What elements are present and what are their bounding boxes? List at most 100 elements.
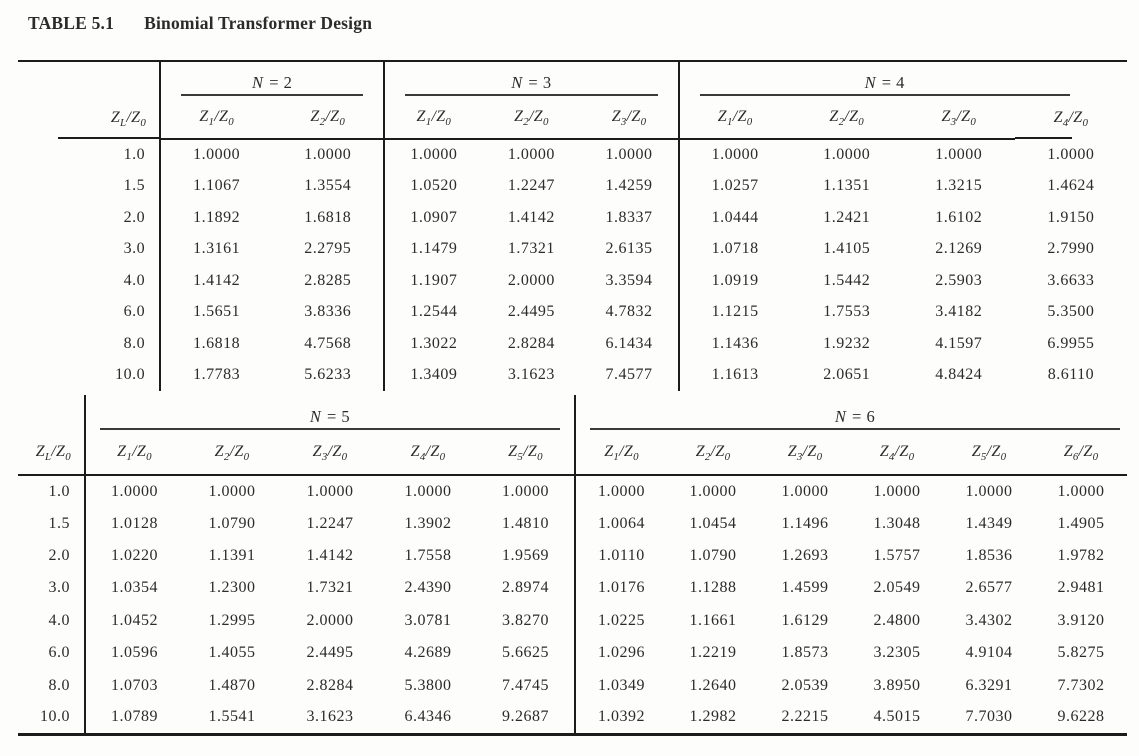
table-cell: 1.5651: [159, 296, 273, 328]
corner-cell: [18, 61, 160, 96]
table-cell: 3.0781: [404, 611, 452, 629]
table-cell: 1.0452: [84, 604, 183, 637]
table-cell: 1.2247: [507, 177, 555, 195]
table-cell: 1.0000: [383, 139, 483, 171]
table-cell: 1.4905: [1057, 514, 1105, 532]
row-header-value: 10.0: [40, 708, 70, 726]
table-cell: 1.0000: [965, 482, 1013, 500]
table-cell: 2.7990: [1047, 240, 1095, 258]
table-cell: 2.2215: [781, 708, 829, 726]
table-cell: 1.0703: [84, 669, 183, 702]
table-cell: 6.3291: [965, 676, 1013, 694]
row-header-value: 10.0: [115, 366, 146, 384]
table-cell: 1.0000: [84, 475, 183, 508]
table-cell: 2.6577: [965, 579, 1013, 597]
table-cell: 5.3500: [1047, 303, 1095, 321]
table-cell: 2.9481: [1057, 579, 1105, 597]
table-cell: 1.0520: [383, 170, 483, 202]
table-cell: 8.6110: [1047, 366, 1095, 384]
table-cell: 1.0000: [304, 146, 352, 164]
table-cell: 3.8336: [304, 303, 352, 321]
column-header: Z1/Z0: [159, 96, 273, 140]
table-cell: 1.2421: [823, 208, 871, 226]
table-cell: 1.4142: [507, 208, 555, 226]
column-header: Z4/Z0: [379, 430, 477, 476]
table-cell: 1.0354: [84, 572, 183, 605]
table-cell: 2.4390: [404, 579, 452, 597]
table-cell: 1.1067: [159, 170, 273, 202]
table-cell: 1.3161: [159, 233, 273, 265]
table-cell: 1.4870: [208, 676, 256, 694]
table-cell: 1.1661: [689, 611, 737, 629]
column-header: Z1/Z0: [383, 96, 483, 140]
table-cell: 1.5541: [208, 708, 256, 726]
table-cell: 3.1623: [507, 366, 555, 384]
table-cell: 1.9569: [502, 546, 549, 564]
column-header: Z3/Z0: [902, 96, 1015, 140]
table-cell: 4.1597: [935, 334, 983, 352]
table-cell: 1.0000: [507, 146, 555, 164]
table-cell: 1.3554: [304, 177, 352, 195]
column-header: Z2/Z0: [272, 96, 385, 140]
table-cell: 1.0257: [677, 170, 791, 202]
table-cell: 1.9782: [1057, 546, 1105, 564]
row-header-value: 8.0: [48, 676, 70, 694]
table-row: 1.0 1.0000 1.0000 1.0000 1.0000 1.0000 1.0000 1…: [18, 139, 1127, 171]
table-cell: 7.7302: [1057, 676, 1105, 694]
column-header: Z2/Z0: [667, 430, 760, 476]
row-header-value: 1.5: [123, 177, 146, 195]
column-header: Z2/Z0: [482, 96, 581, 140]
row-header-value: 4.0: [123, 271, 146, 289]
table-caption: Binomial Transformer Design: [144, 13, 373, 33]
table-cell: 1.0176: [574, 572, 668, 605]
table-cell: 4.5015: [873, 708, 921, 726]
table-cell: 1.4810: [502, 514, 549, 532]
row-header-value: 6.0: [123, 303, 146, 321]
table-cell: 4.8424: [935, 366, 983, 384]
group-header: N = 6: [574, 395, 1128, 430]
table-cell: 1.2300: [208, 579, 256, 597]
table-cell: 2.4495: [306, 644, 354, 662]
column-header: Z3/Z0: [580, 96, 679, 140]
column-header: Z4/Z0: [1014, 96, 1127, 139]
row-header-value: 4.0: [48, 611, 70, 629]
table-row: 4.0 1.4142 2.8285 1.1907 2.0000 3.3594 1.0919 1…: [18, 265, 1127, 297]
table-row: 6.0 1.5651 3.8336 1.2544 2.4495 4.7832 1.1215 1…: [18, 296, 1127, 328]
table-cell: 1.1391: [208, 546, 256, 564]
table-cell: 1.1907: [383, 265, 483, 297]
table-cell: 9.2687: [502, 708, 549, 726]
table-cell: 1.2219: [689, 644, 737, 662]
table-cell: 7.4745: [502, 676, 549, 694]
table-cell: 1.0220: [84, 539, 183, 573]
column-header: Z3/Z0: [759, 430, 852, 476]
row-header-value: 3.0: [123, 240, 146, 258]
table-cell: 1.2247: [306, 514, 354, 532]
table-cell: 9.6228: [1057, 708, 1105, 726]
row-header-value: 1.0: [48, 482, 70, 500]
table-cell: 2.4800: [873, 611, 921, 629]
table-cell: 1.3902: [404, 514, 452, 532]
table-title: TABLE 5.1 Binomial Transformer Design: [0, 0, 1139, 34]
table-cell: 1.0110: [574, 539, 668, 573]
table-cell: 1.0000: [159, 139, 273, 171]
column-header: Z5/Z0: [943, 430, 1036, 476]
column-header-row: ZL/Z0 Z1/Z0 Z2/Z0 Z1/Z0 Z2/Z0 Z3/Z0 Z1/Z0 Z2/Z0…: [18, 96, 1127, 140]
table-cell: 1.4142: [306, 546, 354, 564]
table-row: 8.0 1.0703 1.4870 2.8284 5.3800 7.4745 1.0349 1…: [18, 669, 1127, 702]
row-header-value: 3.0: [48, 579, 70, 597]
table-cell: 1.0790: [689, 546, 737, 564]
table-cell: 5.6625: [502, 644, 549, 662]
column-header: Z1/Z0: [84, 430, 183, 476]
row-header-value: 6.0: [48, 644, 70, 662]
table-cell: 1.9150: [1047, 208, 1095, 226]
table-row: 2.0 1.0220 1.1391 1.4142 1.7558 1.9569 1.0110 1…: [18, 539, 1127, 573]
table-number: TABLE 5.1: [28, 13, 115, 33]
row-header-label: ZL/Z0: [18, 430, 85, 476]
table-cell: 1.4259: [605, 177, 653, 195]
row-header-value: 8.0: [123, 334, 146, 352]
table-row: 1.5 1.1067 1.3554 1.0520 1.2247 1.4259 1.0257 1…: [18, 170, 1127, 202]
table-cell: 6.4346: [404, 708, 452, 726]
table-cell: 1.7783: [159, 359, 273, 391]
row-header-value: 1.0: [123, 145, 146, 163]
